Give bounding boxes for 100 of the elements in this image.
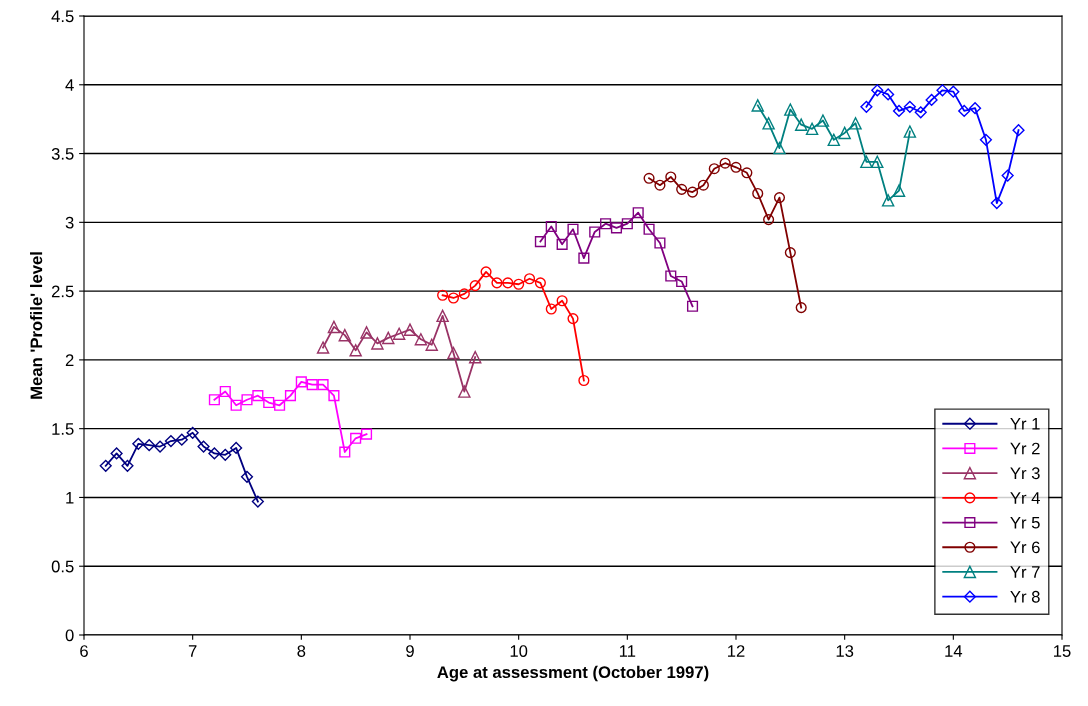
point [295,376,307,388]
point [328,390,340,402]
point [274,399,286,411]
point [676,183,688,195]
point [600,218,612,230]
y-tick-label: 3 [65,216,74,229]
point [795,302,807,314]
point [403,323,417,336]
point [306,379,318,391]
point [643,172,655,184]
point [251,495,264,508]
point [349,344,362,357]
legend-label: Yr 2 [1010,442,1040,455]
point [719,157,731,169]
point [773,141,786,155]
point [892,104,906,118]
point [979,133,993,146]
point [665,270,677,282]
point [284,390,297,402]
point [763,214,775,226]
point [425,338,438,352]
point [654,237,666,249]
point [741,167,753,179]
point [752,187,764,200]
point [458,385,471,398]
legend-label: Yr 3 [1010,467,1040,480]
point [317,379,329,391]
point [437,289,449,301]
legend-label: Yr 7 [1010,566,1040,578]
y-tick-label: 1 [66,492,74,504]
point [773,192,786,204]
point [350,432,362,444]
point [686,300,699,312]
point [392,327,406,341]
point [197,440,210,453]
x-tick-label: 7 [188,645,197,657]
point [805,122,819,136]
point [545,220,557,233]
point [469,280,481,292]
point [990,196,1003,210]
x-tick-label: 13 [836,645,854,657]
y-axis-title: Mean 'Profile' level [30,252,43,399]
point [654,179,666,191]
point [567,223,579,235]
x-tick-label: 6 [80,645,88,657]
point [860,155,873,169]
point [686,186,699,198]
point [947,85,960,98]
point [175,433,188,446]
x-axis-title: Age at assessment (October 1997) [437,665,709,682]
point [534,277,546,289]
point [578,252,590,264]
point [241,394,253,406]
point [794,118,808,131]
legend-label: Yr 4 [1010,492,1040,504]
point [697,179,709,191]
legend-label: Yr 1 [1010,418,1040,430]
point [632,207,644,219]
point [360,326,373,339]
point [892,184,906,197]
point [567,313,579,325]
x-tick-label: 12 [728,645,745,657]
point [556,295,568,307]
point [523,273,536,285]
point [382,331,395,345]
y-tick-label: 0 [65,629,74,642]
point [610,222,623,234]
point [447,346,460,360]
y-tick-label: 2 [65,354,74,366]
legend-label: Yr 8 [1010,590,1040,603]
point [458,288,470,300]
point [871,84,884,97]
point [762,117,775,130]
point [327,320,341,334]
point [447,292,460,304]
y-tick-label: 4 [65,79,74,91]
y-tick-label: 2.5 [51,285,74,298]
point [860,100,873,113]
point [1012,124,1025,137]
point [968,102,982,115]
point [708,163,720,175]
point [827,133,841,147]
point [784,247,796,259]
point [99,459,112,472]
point [665,171,677,183]
point [436,309,449,323]
point [936,84,949,97]
point [534,236,546,248]
point [838,126,851,140]
point [230,441,243,455]
point [208,447,221,460]
point [252,390,264,402]
point [263,396,275,409]
legend-label: Yr 6 [1010,541,1040,554]
point [414,333,428,346]
point [110,447,123,460]
point [816,114,830,127]
y-tick-label: 4.5 [51,10,74,23]
point [240,470,254,483]
point [556,238,568,250]
